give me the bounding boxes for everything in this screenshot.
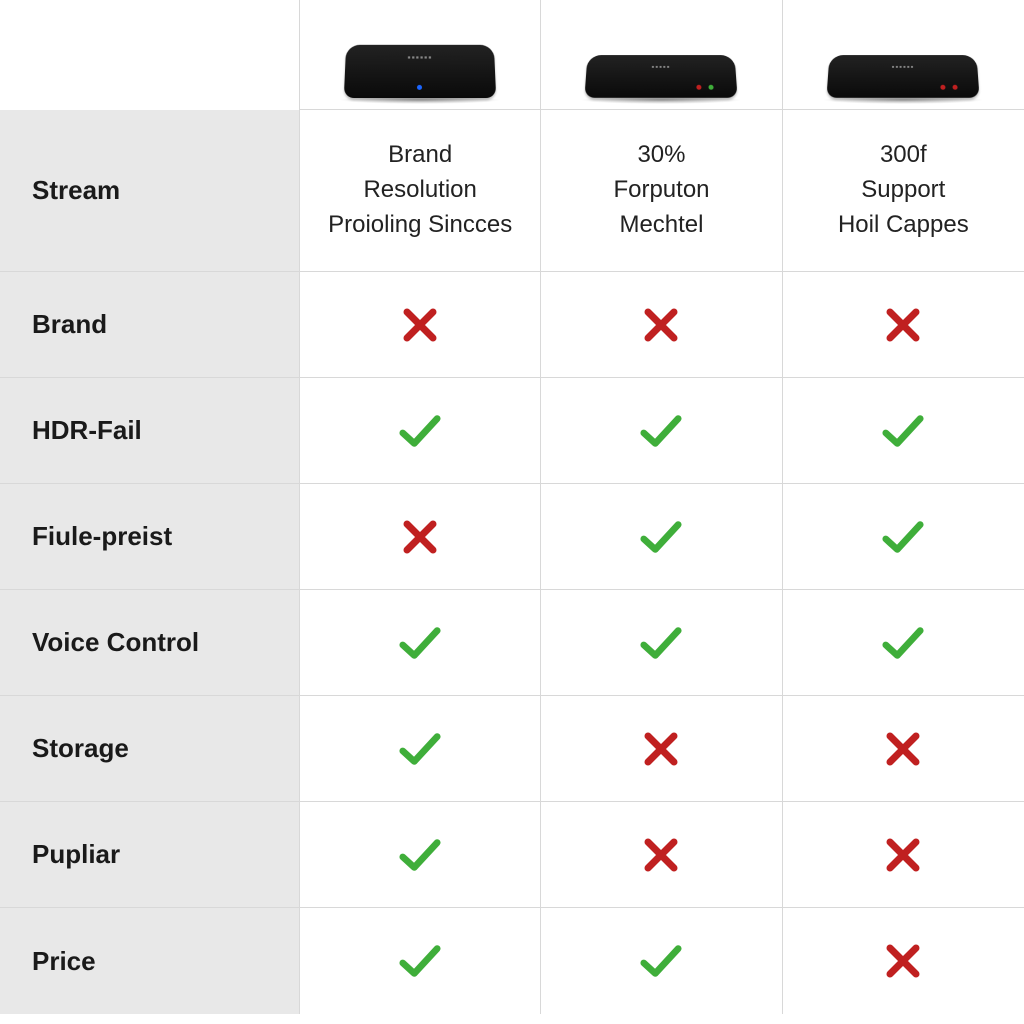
feature-cell (300, 908, 541, 1014)
cross-icon (398, 515, 442, 559)
feature-cell (783, 908, 1024, 1014)
product-image-2: ▪▪▪▪▪ (541, 0, 782, 110)
cross-icon (639, 727, 683, 771)
led-icon (709, 84, 714, 89)
check-icon (639, 621, 683, 665)
feature-cell (300, 590, 541, 696)
feature-cell (541, 590, 782, 696)
header-empty (0, 0, 300, 110)
check-icon (398, 939, 442, 983)
cross-icon (639, 303, 683, 347)
feature-cell (541, 484, 782, 590)
led-icon (697, 84, 702, 89)
comparison-table: ▪▪▪▪▪▪ ▪▪▪▪▪ ▪▪▪▪▪▪ Stream Brand Re (0, 0, 1024, 1014)
cross-icon (881, 833, 925, 877)
led-icon (941, 84, 946, 89)
product-desc-2: 30% Forputon Mechtel (541, 110, 782, 272)
row-label: Storage (0, 696, 300, 802)
check-icon (398, 727, 442, 771)
check-icon (881, 515, 925, 559)
row-label: Pupliar (0, 802, 300, 908)
feature-cell (541, 696, 782, 802)
check-icon (398, 833, 442, 877)
check-icon (398, 621, 442, 665)
product-desc-1: Brand Resolution Proioling Sincces (300, 110, 541, 272)
row-header-stream: Stream (0, 110, 300, 272)
feature-cell (541, 378, 782, 484)
feature-cell (300, 378, 541, 484)
feature-cell (300, 484, 541, 590)
feature-cell (783, 802, 1024, 908)
led-icon (953, 84, 958, 89)
cross-icon (398, 303, 442, 347)
product-desc-3: 300f Support Hoil Cappes (783, 110, 1024, 272)
row-header-label: Stream (32, 175, 120, 206)
led-icon (417, 84, 422, 89)
check-icon (639, 409, 683, 453)
feature-cell (541, 272, 782, 378)
check-icon (639, 515, 683, 559)
check-icon (881, 621, 925, 665)
row-label: Brand (0, 272, 300, 378)
row-label: Voice Control (0, 590, 300, 696)
check-icon (881, 409, 925, 453)
feature-cell (300, 272, 541, 378)
check-icon (398, 409, 442, 453)
feature-cell (300, 696, 541, 802)
check-icon (639, 939, 683, 983)
cross-icon (639, 833, 683, 877)
feature-cell (300, 802, 541, 908)
product-image-1: ▪▪▪▪▪▪ (300, 0, 541, 110)
row-label: Price (0, 908, 300, 1014)
cross-icon (881, 727, 925, 771)
feature-cell (783, 378, 1024, 484)
feature-cell (541, 802, 782, 908)
feature-cell (783, 696, 1024, 802)
row-label: Fiule-preist (0, 484, 300, 590)
feature-cell (541, 908, 782, 1014)
cross-icon (881, 939, 925, 983)
feature-cell (783, 272, 1024, 378)
feature-cell (783, 484, 1024, 590)
row-label: HDR-Fail (0, 378, 300, 484)
feature-cell (783, 590, 1024, 696)
product-image-3: ▪▪▪▪▪▪ (783, 0, 1024, 110)
cross-icon (881, 303, 925, 347)
